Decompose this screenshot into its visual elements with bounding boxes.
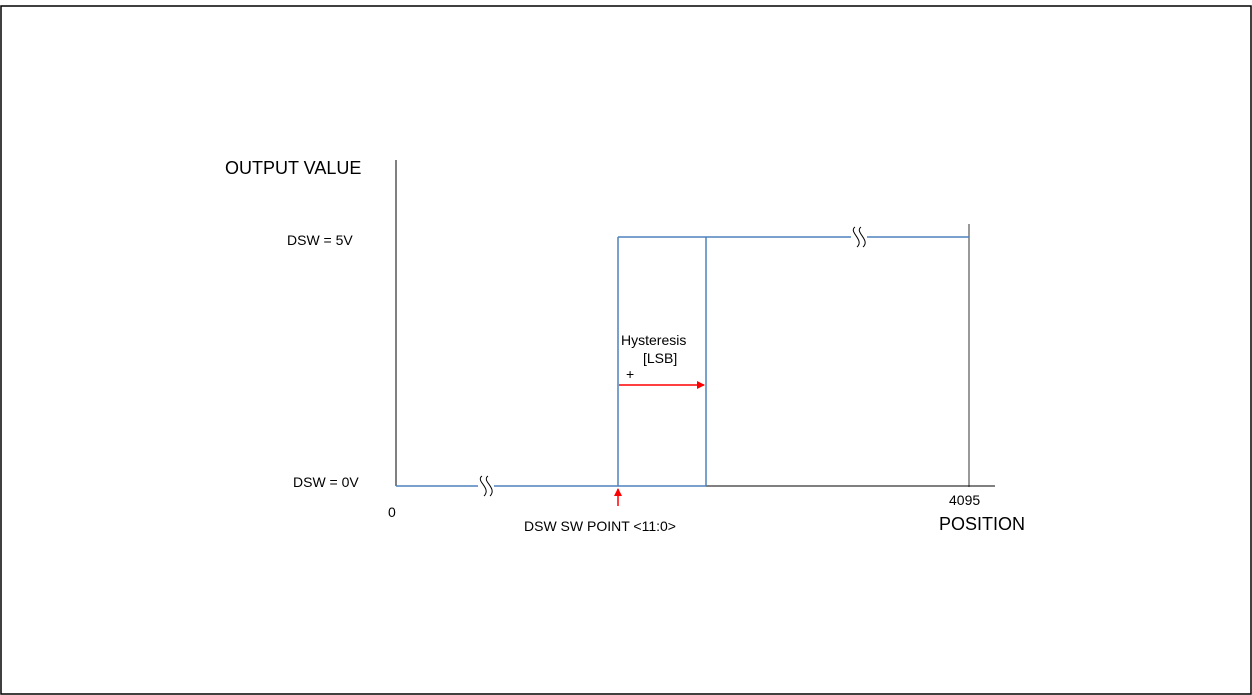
axis-break-icon	[851, 226, 867, 248]
axis-break-icon	[478, 475, 494, 497]
level-high-label: DSW = 5V	[287, 232, 353, 248]
switch-point-label: DSW SW POINT <11:0>	[524, 518, 676, 534]
hysteresis-title: Hysteresis	[621, 332, 687, 348]
hysteresis-sign: +	[626, 366, 635, 382]
outer-frame	[0, 5, 1252, 695]
y-axis-label: OUTPUT VALUE	[225, 158, 362, 178]
x-min-label: 0	[388, 504, 396, 520]
x-axis-label: POSITION	[939, 514, 1026, 534]
level-low-label: DSW = 0V	[293, 474, 359, 490]
hysteresis-unit: [LSB]	[643, 350, 678, 366]
x-max-label: 4095	[949, 492, 981, 508]
